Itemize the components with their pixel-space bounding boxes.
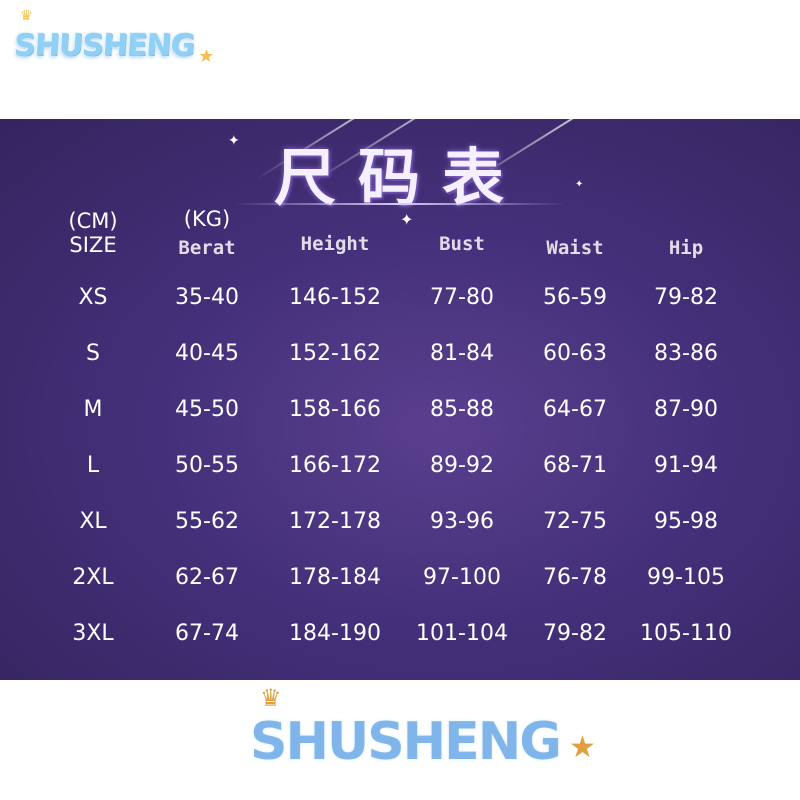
logo-text: SHUSHENG (12, 28, 196, 63)
sparkle-icon: ✦ (400, 210, 414, 229)
header-hip: Hip (668, 237, 704, 259)
cell-height: 178-184 (289, 565, 381, 590)
cell-waist: 79-82 (543, 621, 607, 646)
cell-height: 172-178 (289, 509, 381, 534)
star-icon: ★ (568, 730, 596, 765)
star-icon: ★ (197, 46, 214, 67)
cell-weight: 40-45 (175, 341, 239, 366)
header-bust: Bust (439, 233, 485, 255)
header-height: Height (300, 233, 370, 255)
cell-height: 166-172 (289, 453, 381, 478)
cell-bust: 101-104 (416, 621, 508, 646)
cell-bust: 77-80 (430, 285, 494, 310)
cell-hip: 105-110 (640, 621, 732, 646)
cell-weight: 45-50 (175, 397, 239, 422)
cell-waist: 76-78 (543, 565, 607, 590)
crown-icon: ♛ (260, 684, 281, 712)
cell-hip: 83-86 (654, 341, 718, 366)
brand-logo: ♛ SHUSHENG ★ (12, 8, 214, 67)
cell-bust: 81-84 (430, 341, 494, 366)
header-waist: Waist (546, 237, 604, 259)
sparkle-icon: ✦ (575, 179, 584, 190)
cell-height: 184-190 (289, 621, 381, 646)
cell-hip: 95-98 (654, 509, 718, 534)
cell-size: XS (78, 285, 108, 310)
cell-weight: 62-67 (175, 565, 239, 590)
cell-waist: 68-71 (543, 453, 607, 478)
cell-size: L (86, 453, 100, 478)
cell-size: 2XL (72, 565, 114, 590)
cell-hip: 91-94 (654, 453, 718, 478)
cell-size: 3XL (72, 621, 114, 646)
crown-icon: ♛ (19, 8, 33, 24)
cell-bust: 85-88 (430, 397, 494, 422)
size-chart-banner: ✦ ✦ ✦ 尺码表 (CM) SIZE (KG) Berat Height Bust Wai… (0, 119, 800, 680)
cell-hip: 87-90 (654, 397, 718, 422)
cell-bust: 93-96 (430, 509, 494, 534)
header-weight: Berat (178, 237, 236, 259)
cell-height: 158-166 (289, 397, 381, 422)
cell-weight: 67-74 (175, 621, 239, 646)
cell-waist: 56-59 (543, 285, 607, 310)
cell-bust: 89-92 (430, 453, 494, 478)
cell-weight: 55-62 (175, 509, 239, 534)
watermark-logo: ♛ SHUSHENG ★ (250, 684, 596, 772)
cell-weight: 50-55 (175, 453, 239, 478)
cell-waist: 64-67 (543, 397, 607, 422)
cell-height: 146-152 (289, 285, 381, 310)
title-divider (235, 203, 565, 205)
cell-weight: 35-40 (175, 285, 239, 310)
cell-hip: 99-105 (647, 565, 725, 590)
cell-size: XL (79, 509, 107, 534)
header-unit-weight: (KG) (183, 207, 231, 231)
sparkle-icon: ✦ (228, 133, 240, 149)
cell-size: M (83, 397, 103, 422)
page-title: 尺码表 (273, 141, 527, 214)
cell-size: S (86, 341, 100, 366)
cell-waist: 72-75 (543, 509, 607, 534)
cell-hip: 79-82 (654, 285, 718, 310)
cell-waist: 60-63 (543, 341, 607, 366)
cell-height: 152-162 (289, 341, 381, 366)
cell-bust: 97-100 (423, 565, 501, 590)
header-size: SIZE (69, 233, 117, 257)
watermark-text: SHUSHENG (250, 712, 562, 772)
header-unit-size: (CM) (68, 209, 118, 233)
